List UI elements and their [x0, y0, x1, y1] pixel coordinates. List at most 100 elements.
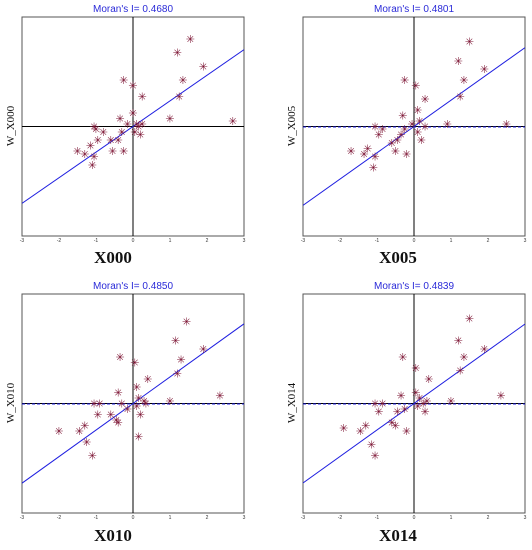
x-tick-label: -3 [301, 515, 306, 521]
data-point: ✳ [108, 145, 117, 158]
data-point: ✳ [93, 134, 102, 147]
data-point: ✳ [378, 123, 387, 136]
data-point: ✳ [54, 425, 63, 438]
data-point: ✳ [186, 33, 195, 46]
regression-line [303, 323, 525, 484]
x-tick-labels: -3 -2 -1 0 1 2 3 [20, 515, 246, 521]
data-point: ✳ [346, 145, 355, 158]
data-point: ✳ [117, 398, 126, 411]
data-point: ✳ [411, 79, 420, 92]
data-point: ✳ [361, 419, 370, 432]
data-point: ✳ [424, 373, 433, 386]
data-point: ✳ [367, 439, 376, 452]
x-axis-label: X005 [379, 248, 417, 267]
data-point: ✳ [123, 118, 132, 131]
data-point: ✳ [417, 134, 426, 147]
data-point: ✳ [88, 159, 97, 172]
data-point: ✳ [371, 398, 380, 411]
data-point: ✳ [134, 392, 143, 405]
regression-line [303, 47, 525, 206]
panel-title: Moran's I= 0.4850 [93, 281, 173, 292]
x-tick-label: -3 [301, 238, 306, 244]
data-point: ✳ [411, 387, 420, 400]
data-point: ✳ [374, 129, 383, 142]
data-point: ✳ [132, 118, 141, 131]
x-tick-labels: -3 -2 -1 0 1 2 3 [301, 238, 527, 244]
data-point: ✳ [446, 395, 455, 408]
data-point: ✳ [369, 162, 378, 175]
x-tick-label: 2 [206, 238, 209, 244]
data-point: ✳ [114, 134, 123, 147]
data-point: ✳ [371, 151, 380, 164]
panel-x005: Moran's I= 0.4801 ✳ ✳✳✳✳✳✳✳✳✳✳✳✳✳✳✳✳✳✳✳✳✳… [286, 4, 527, 267]
data-point: ✳ [408, 118, 417, 131]
x-tick-label: -2 [57, 515, 62, 521]
data-point: ✳ [443, 118, 452, 131]
data-point: ✳ [199, 60, 208, 73]
data-point: ✳ [88, 450, 97, 463]
data-point: ✳ [106, 134, 115, 147]
x-tick-label: 0 [413, 515, 416, 521]
data-point: ✳ [128, 107, 137, 120]
data-point: ✳ [415, 115, 424, 128]
x-tick-label: -1 [94, 515, 99, 521]
data-point: ✳ [182, 315, 191, 328]
data-point: ✳ [80, 419, 89, 432]
x-tick-label: 2 [206, 515, 209, 521]
data-point: ✳ [465, 313, 474, 326]
data-point: ✳ [400, 403, 409, 416]
data-point: ✳ [400, 123, 409, 136]
x-tick-label: -1 [94, 238, 99, 244]
data-point: ✳ [114, 387, 123, 400]
x-tick-labels: -3 -2 -1 0 1 2 3 [301, 515, 527, 521]
data-point: ✳ [413, 126, 422, 139]
data-point: ✳ [136, 408, 145, 421]
data-point: ✳ [363, 142, 372, 155]
data-point: ✳ [132, 400, 141, 413]
data-point: ✳ [173, 47, 182, 60]
x-axis-label: X014 [379, 526, 417, 545]
y-axis-label: W_X014 [286, 382, 298, 423]
data-point: ✳ [480, 63, 489, 76]
data-point: ✳ [106, 408, 115, 421]
x-tick-labels: -3 -2 -1 0 1 2 3 [20, 238, 246, 244]
data-point: ✳ [80, 148, 89, 161]
x-tick-label: -1 [375, 515, 380, 521]
data-point: ✳ [420, 121, 429, 134]
data-point: ✳ [75, 425, 84, 438]
x-tick-label: -2 [338, 515, 343, 521]
data-point: ✳ [454, 55, 463, 68]
data-point: ✳ [387, 137, 396, 150]
data-point: ✳ [138, 90, 147, 103]
data-point: ✳ [143, 373, 152, 386]
data-point: ✳ [175, 90, 184, 103]
data-point: ✳ [132, 381, 141, 394]
data-point: ✳ [454, 335, 463, 348]
x-axis-label: X000 [94, 248, 132, 267]
x-tick-label: 3 [243, 238, 246, 244]
data-point: ✳ [73, 145, 82, 158]
x-tick-label: -3 [20, 515, 25, 521]
data-point: ✳ [176, 354, 185, 367]
data-point: ✳ [178, 74, 187, 87]
data-point: ✳ [371, 121, 380, 134]
data-point: ✳ [339, 422, 348, 435]
panel-x014: Moran's I= 0.4839 ✳ ✳✳✳✳✳✳✳✳✳✳✳✳✳✳✳✳✳✳✳✳✳… [286, 281, 527, 545]
x-tick-label: 0 [413, 238, 416, 244]
data-point: ✳ [165, 395, 174, 408]
data-point: ✳ [413, 104, 422, 117]
data-point: ✳ [391, 145, 400, 158]
data-point: ✳ [136, 129, 145, 142]
data-point: ✳ [115, 112, 124, 125]
data-point: ✳ [119, 145, 128, 158]
data-point: ✳ [393, 406, 402, 419]
panel-title: Moran's I= 0.4680 [93, 4, 173, 15]
x-axis-label: X010 [94, 526, 132, 545]
data-point: ✳ [123, 403, 132, 416]
panel-x010: Moran's I= 0.4850 ✳ ✳✳✳✳✳✳✳✳✳✳✳✳✳ ✳✳✳✳✳✳✳✳… [5, 281, 246, 545]
x-tick-label: 1 [169, 238, 172, 244]
data-point: ✳ [112, 414, 121, 427]
data-point: ✳ [171, 335, 180, 348]
x-tick-label: -3 [20, 238, 25, 244]
